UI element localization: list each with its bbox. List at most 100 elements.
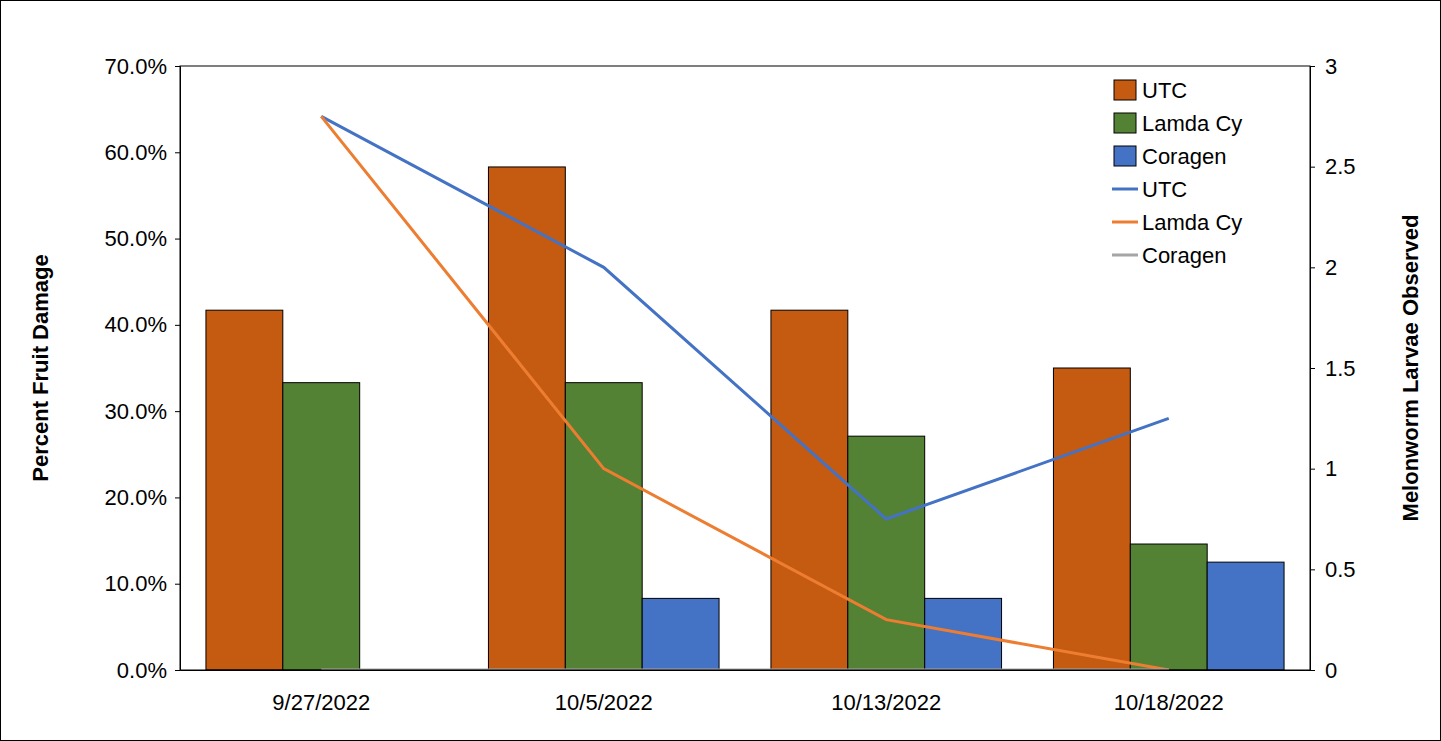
y2-tick: 0 — [1310, 658, 1337, 683]
tick-mark — [1310, 469, 1315, 470]
legend-item: UTC — [1112, 177, 1187, 202]
legend-swatch — [1114, 113, 1136, 133]
legend-item: Coragen — [1112, 243, 1226, 268]
tick-label: 1 — [1325, 456, 1337, 481]
tick-mark — [1310, 267, 1315, 268]
axis-line — [175, 67, 181, 671]
legend-label: Lamda Cy — [1142, 210, 1242, 235]
tick-mark — [175, 325, 180, 326]
legend-label: Coragen — [1142, 144, 1226, 169]
legend-label: Coragen — [1142, 243, 1226, 268]
chart-frame — [1, 1, 1441, 741]
line — [321, 116, 1169, 670]
bar-series — [642, 562, 1284, 670]
tick-mark — [175, 152, 180, 153]
legend-label: UTC — [1142, 78, 1187, 103]
y2-axis-title: Melonworm Larvae Observed — [1398, 215, 1423, 522]
tick-label: 9/27/2022 — [272, 690, 370, 715]
tick-label: 20.0% — [105, 485, 167, 510]
marks — [206, 116, 1284, 670]
bar-series — [206, 167, 1130, 670]
y-axis: 0.0% 10.0% 20.0% 30.0% 40.0% 50.0% 60.0% 70.0% — [105, 54, 181, 683]
legend-swatch — [1112, 254, 1138, 257]
y2-tick: 0.5 — [1310, 557, 1356, 582]
tick-label: 0.0% — [117, 658, 167, 683]
line — [321, 116, 1169, 519]
y-tick: 40.0% — [105, 312, 180, 337]
axis-line — [181, 670, 1311, 671]
y-tick: 50.0% — [105, 226, 180, 251]
legend-item: Coragen — [1114, 144, 1226, 169]
tick-label: 10/13/2022 — [831, 690, 941, 715]
legend-item: Lamda Cy — [1114, 111, 1242, 136]
y-tick: 20.0% — [105, 485, 180, 510]
x-tick: 10/5/2022 — [555, 670, 653, 715]
tick-mark — [1310, 167, 1315, 168]
tick-label: 30.0% — [105, 399, 167, 424]
y2-tick: 1.5 — [1310, 356, 1356, 381]
y-tick: 70.0% — [105, 54, 180, 79]
y2-tick: 2.5 — [1310, 154, 1356, 179]
bar — [1207, 562, 1284, 670]
chart: 0.0%10.0%20.0%30.0%40.0%50.0%60.0%70.0%0… — [0, 0, 1441, 741]
axis-line — [1311, 67, 1316, 671]
plot: 0.0%10.0%20.0%30.0%40.0%50.0%60.0%70.0%0… — [105, 54, 1356, 715]
bar — [848, 436, 925, 670]
bar — [1053, 368, 1130, 670]
y2-tick: 1 — [1310, 456, 1337, 481]
legend-swatch — [1112, 188, 1138, 191]
plot-frame — [180, 66, 1310, 670]
tick-label: 50.0% — [105, 226, 167, 251]
tick-label: 3 — [1325, 54, 1337, 79]
bar — [488, 167, 565, 670]
bar — [1130, 544, 1207, 670]
tick-label: 40.0% — [105, 312, 167, 337]
legend-label: Lamda Cy — [1142, 111, 1242, 136]
bar — [642, 598, 719, 670]
bar-series — [283, 383, 1207, 670]
tick-mark — [1310, 670, 1315, 671]
y-axis-title: Percent Fruit Damage — [28, 254, 53, 481]
bar — [206, 310, 283, 670]
legend-label: UTC — [1142, 177, 1187, 202]
y2-tick: 2 — [1310, 255, 1337, 280]
y-tick: 0.0% — [117, 658, 180, 683]
tick-mark — [1310, 368, 1315, 369]
y-tick: 60.0% — [105, 140, 180, 165]
x-tick: 9/27/2022 — [272, 670, 370, 715]
tick-label: 1.5 — [1325, 356, 1356, 381]
legend-swatch — [1112, 221, 1138, 224]
legend: UTC Lamda Cy Coragen UTC Lamda Cy Coragen — [1112, 78, 1242, 268]
tick-mark — [175, 584, 180, 585]
tick-label: 0.5 — [1325, 557, 1356, 582]
y-tick: 30.0% — [105, 399, 180, 424]
tick-label: 2 — [1325, 255, 1337, 280]
tick-label: 10/18/2022 — [1114, 690, 1224, 715]
tick-mark — [1310, 66, 1315, 67]
tick-mark — [175, 497, 180, 498]
tick-label: 10/5/2022 — [555, 690, 653, 715]
x-tick: 10/18/2022 — [1114, 670, 1224, 715]
legend-swatch — [1114, 80, 1136, 100]
bar — [565, 383, 642, 670]
bar — [283, 383, 360, 670]
legend-swatch — [1114, 146, 1136, 166]
y2-axis: 0 0.5 1 1.5 2 2.5 3 — [1310, 54, 1356, 683]
tick-mark — [175, 66, 180, 67]
tick-label: 0 — [1325, 658, 1337, 683]
x-axis: 9/27/2022 10/5/2022 10/13/2022 10/18/2022 — [181, 670, 1311, 715]
legend-item: UTC — [1114, 78, 1187, 103]
bar — [771, 310, 848, 670]
tick-label: 2.5 — [1325, 154, 1356, 179]
y-tick: 10.0% — [105, 571, 180, 596]
tick-mark — [175, 670, 180, 671]
tick-mark — [175, 411, 180, 412]
tick-label: 60.0% — [105, 140, 167, 165]
tick-label: 70.0% — [105, 54, 167, 79]
tick-mark — [175, 239, 180, 240]
legend-item: Lamda Cy — [1112, 210, 1242, 235]
tick-mark — [1310, 569, 1315, 570]
tick-label: 10.0% — [105, 571, 167, 596]
y2-tick: 3 — [1310, 54, 1337, 79]
x-tick: 10/13/2022 — [831, 670, 941, 715]
